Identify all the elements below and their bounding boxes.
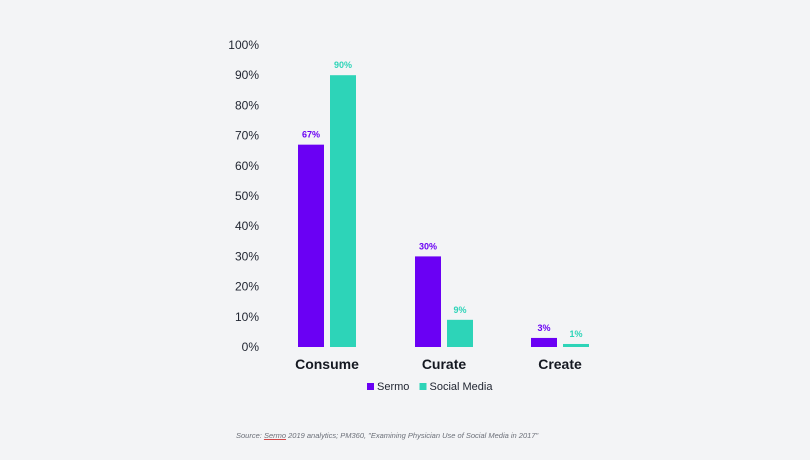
bar-social-media-create: [563, 343, 589, 347]
x-axis: Consume Curate Create: [295, 356, 582, 372]
bar-sermo-create: [531, 337, 557, 347]
source-link[interactable]: Sermo: [263, 431, 287, 440]
y-tick-label: 40%: [235, 219, 259, 233]
data-label: 9%: [453, 305, 466, 315]
data-label: 3%: [537, 323, 550, 333]
y-tick-label: 70%: [235, 129, 259, 143]
y-tick-label: 0%: [242, 340, 260, 354]
y-axis: 0% 10% 20% 30% 40% 50% 60% 70% 80% 90% 100%: [228, 38, 259, 354]
legend-label: Sermo: [377, 381, 409, 393]
source-note: Source: Sermo 2019 analytics; PM360, "Ex…: [236, 431, 538, 440]
data-labels: 67% 30% 3% 90% 9% 1%: [302, 60, 583, 339]
data-label: 90%: [334, 60, 352, 70]
bars: [298, 75, 589, 347]
source-rest: 2019 analytics; PM360, "Examining Physic…: [286, 431, 539, 440]
y-tick-label: 10%: [235, 310, 259, 324]
legend: Sermo Social Media: [367, 381, 493, 393]
legend-swatch: [367, 383, 374, 390]
data-label: 1%: [569, 329, 582, 339]
data-label: 67%: [302, 130, 320, 140]
x-category-label: Curate: [422, 356, 467, 372]
y-tick-label: 80%: [235, 98, 259, 112]
y-tick-label: 20%: [235, 280, 259, 294]
y-tick-label: 100%: [228, 38, 259, 52]
y-tick-label: 30%: [235, 249, 259, 263]
y-tick-label: 90%: [235, 68, 259, 82]
bar-social-media-consume: [330, 75, 356, 347]
legend-label: Social Media: [430, 381, 494, 393]
y-tick-label: 50%: [235, 189, 259, 203]
legend-swatch: [419, 383, 427, 390]
source-prefix: Source:: [236, 431, 264, 440]
bar-social-media-curate: [447, 319, 473, 347]
data-label: 30%: [419, 241, 437, 251]
x-category-label: Create: [538, 356, 582, 372]
bar-sermo-curate: [415, 256, 441, 347]
y-tick-label: 60%: [235, 159, 259, 173]
bar-sermo-consume: [298, 144, 324, 347]
x-category-label: Consume: [295, 356, 359, 372]
